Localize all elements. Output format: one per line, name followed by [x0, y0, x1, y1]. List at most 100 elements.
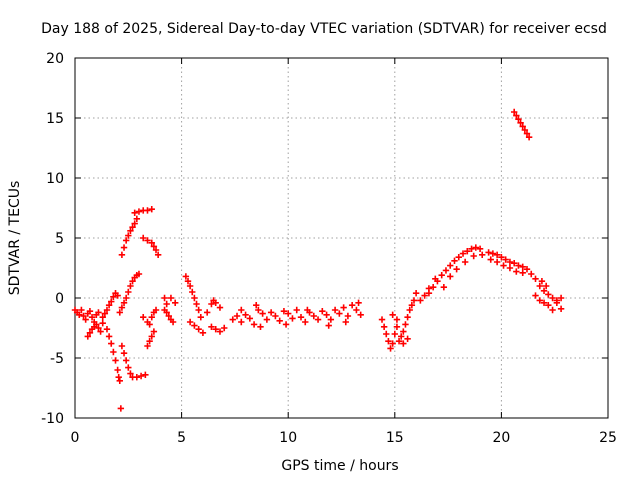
data-point [540, 287, 548, 294]
data-point [383, 330, 390, 338]
data-point [542, 282, 550, 290]
data-point [327, 316, 335, 323]
data-point [114, 292, 121, 299]
data-point [510, 108, 518, 116]
data-point [519, 269, 526, 276]
data-point [515, 262, 522, 269]
data-point [197, 314, 204, 321]
data-point [95, 324, 102, 332]
data-point [523, 266, 531, 273]
x-tick-label: 15 [386, 430, 404, 446]
data-point [246, 315, 254, 322]
data-series [71, 270, 149, 412]
data-point [152, 306, 160, 314]
data-point [97, 328, 104, 335]
data-point [154, 251, 162, 258]
data-point [336, 310, 343, 317]
x-tick-label: 5 [177, 430, 186, 446]
data-point [172, 299, 179, 306]
data-point [163, 300, 170, 308]
data-point [82, 316, 89, 323]
y-tick-label: -5 [50, 351, 64, 367]
data-point [253, 302, 260, 309]
data-point [184, 278, 192, 285]
data-series [510, 108, 533, 141]
data-point [148, 206, 155, 213]
data-point [289, 315, 296, 322]
data-point [263, 316, 271, 323]
data-series [229, 299, 364, 330]
data-point [464, 248, 471, 255]
data-point [517, 119, 524, 126]
data-point [400, 328, 407, 335]
data-point [489, 250, 497, 257]
data-point [500, 262, 507, 269]
data-point [144, 237, 151, 244]
data-point [355, 299, 362, 306]
data-point [353, 306, 360, 314]
data-point [118, 251, 126, 258]
data-point [118, 304, 126, 311]
data-point [152, 246, 160, 254]
data-point [476, 245, 484, 252]
data-point [304, 306, 311, 314]
data-point [525, 134, 533, 141]
data-point [493, 258, 501, 266]
data-point [191, 322, 198, 329]
data-point [408, 302, 416, 309]
data-point [519, 123, 526, 130]
data-point [150, 328, 158, 335]
data-point [314, 316, 322, 323]
data-point [521, 126, 529, 134]
data-point [515, 116, 522, 123]
data-point [86, 329, 94, 336]
data-point [238, 318, 245, 326]
data-point [267, 309, 275, 316]
data-point [455, 254, 462, 261]
data-point [282, 321, 290, 328]
x-tick-label: 10 [279, 430, 297, 446]
data-point [108, 340, 115, 347]
data-point [385, 338, 392, 345]
data-point [557, 294, 565, 302]
data-point [297, 314, 305, 321]
data-point [135, 208, 143, 215]
data-point [257, 323, 264, 330]
data-point [216, 304, 224, 311]
data-point [285, 310, 292, 317]
data-point [120, 299, 128, 306]
data-point [447, 262, 454, 269]
data-point [250, 321, 258, 328]
data-point [146, 338, 153, 345]
data-point [108, 298, 115, 305]
data-point [116, 309, 123, 316]
data-point [472, 244, 480, 251]
data-point [142, 371, 149, 378]
x-tick-label: 25 [599, 430, 617, 446]
data-series [378, 244, 565, 352]
data-point [120, 244, 128, 251]
data-point [404, 314, 411, 321]
data-point [161, 294, 168, 302]
data-point [127, 370, 134, 377]
data-point [432, 275, 439, 282]
data-point [167, 294, 175, 302]
data-point [493, 251, 501, 258]
data-point [115, 374, 122, 381]
data-point [479, 251, 486, 258]
data-point [112, 357, 119, 364]
data-point [229, 316, 236, 323]
data-point [378, 316, 386, 323]
y-tick-label: 10 [46, 171, 64, 187]
data-point [80, 312, 87, 320]
data-point [150, 243, 158, 250]
y-tick-label: 5 [55, 231, 64, 247]
data-point [103, 326, 111, 333]
data-point [470, 252, 477, 260]
data-point [442, 267, 450, 274]
data-point [487, 256, 494, 263]
data-point [163, 309, 170, 316]
data-point [129, 278, 136, 285]
data-point [380, 323, 388, 330]
